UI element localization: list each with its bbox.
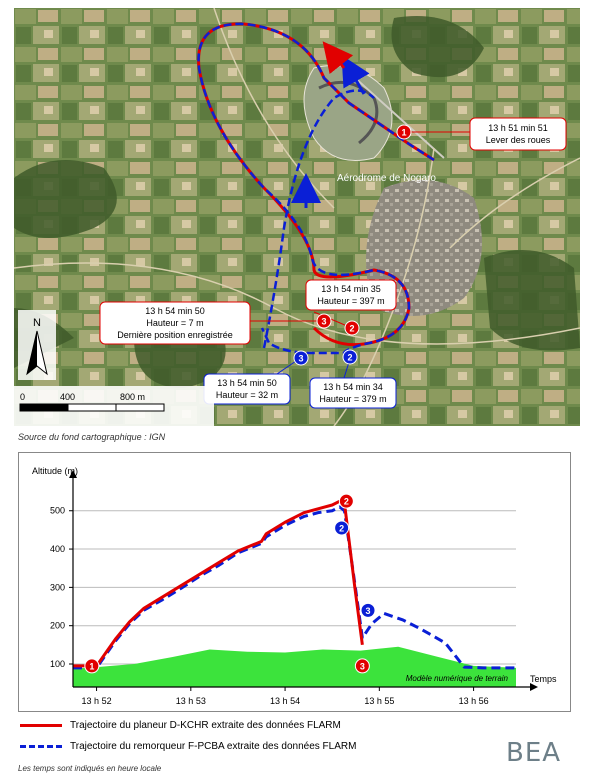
altitude-chart: Modèle numérique de terrain 100 200 300 400… xyxy=(18,452,571,712)
aerodrome-label: Aérodrome de Nogaro xyxy=(337,173,436,184)
scale-label-400: 400 xyxy=(60,392,75,402)
chart-marker-blue-3-label: 3 xyxy=(366,606,371,616)
legend-glider: Trajectoire du planeur D-KCHR extraite d… xyxy=(20,720,341,731)
scale-bar: 0 400 800 m xyxy=(14,386,214,426)
map-marker-red-1: 1 xyxy=(396,124,412,140)
chart-marker-red-1-label: 1 xyxy=(89,661,94,671)
bea-logo: BEA xyxy=(506,738,562,768)
legend-glider-label: Trajectoire du planeur D-KCHR extraite d… xyxy=(70,720,341,731)
y-tick-label: 500 xyxy=(50,506,65,516)
callout-blue-3-height: Hauteur = 32 m xyxy=(216,390,278,400)
callout-blue-2: 13 h 54 min 34 Hauteur = 379 m xyxy=(309,377,397,409)
legend-tow-label: Trajectoire du remorqueur F-PCBA extrait… xyxy=(70,741,357,752)
x-axis-label: Temps xyxy=(530,674,557,684)
series-glider-line xyxy=(73,499,364,668)
map-svg: 1 2 3 2 3 Aérodrome de Nogaro 13 h 51 mi… xyxy=(14,8,580,426)
tow-departure-track xyxy=(262,89,375,349)
terrain-area xyxy=(73,646,516,687)
y-axis-arrow-icon xyxy=(69,470,77,478)
chart-marker-red-2-label: 2 xyxy=(344,497,349,507)
chart-axes xyxy=(69,470,538,691)
north-label: N xyxy=(33,317,41,329)
chart-marker-red-3-label: 3 xyxy=(360,661,365,671)
chart-marker-blue-2-label: 2 xyxy=(339,523,344,533)
y-axis-label: Altitude (m) xyxy=(32,466,78,476)
callout-blue-2-time: 13 h 54 min 34 xyxy=(323,382,383,392)
map-marker-red-2: 2 xyxy=(344,320,360,336)
y-tick-label: 200 xyxy=(50,621,65,631)
chart-series xyxy=(73,499,516,670)
map-marker-blue-3-label: 3 xyxy=(298,354,303,364)
map-marker-blue-3: 3 xyxy=(293,350,309,366)
x-tick-label: 13 h 56 xyxy=(459,696,489,706)
north-arrow-icon: N xyxy=(18,310,56,380)
map-marker-red-1-label: 1 xyxy=(401,128,406,138)
terrain-label: Modèle numérique de terrain xyxy=(406,674,509,683)
chart-ticks: 100 200 300 400 500 13 h 52 13 h 53 13 h 54 13 h… xyxy=(50,506,489,706)
chart-svg: Modèle numérique de terrain 100 200 300 400… xyxy=(18,452,571,712)
map-marker-blue-2: 2 xyxy=(342,349,358,365)
scale-label-800: 800 m xyxy=(120,392,145,402)
callout-red-1-event: Lever des roues xyxy=(486,135,551,145)
callout-red-2-height: Hauteur = 397 m xyxy=(317,296,384,306)
map-marker-blue-2-label: 2 xyxy=(347,353,352,363)
x-tick-label: 13 h 53 xyxy=(176,696,206,706)
aerial-map: 1 2 3 2 3 Aérodrome de Nogaro 13 h 51 mi… xyxy=(14,8,580,426)
callout-red-1-time: 13 h 51 min 51 xyxy=(488,123,548,133)
callout-blue-3-time: 13 h 54 min 50 xyxy=(217,378,277,388)
legend-tow-swatch xyxy=(20,745,62,748)
callout-red-2-time: 13 h 54 min 35 xyxy=(321,284,381,294)
x-tick-label: 13 h 52 xyxy=(82,696,112,706)
callout-red-1: 13 h 51 min 51 Lever des roues xyxy=(469,117,567,151)
footnote: Les temps sont indiqués en heure locale xyxy=(18,764,162,773)
x-axis-arrow-icon xyxy=(530,683,538,691)
callout-blue-2-height: Hauteur = 379 m xyxy=(319,394,386,404)
legend-glider-swatch xyxy=(20,724,62,727)
chart-marker-red-3: 3 xyxy=(354,658,370,674)
callout-red-3-note: Dernière position enregistrée xyxy=(117,330,233,340)
callout-red-3-time: 13 h 54 min 50 xyxy=(145,306,205,316)
scale-label-0: 0 xyxy=(20,392,25,402)
callout-red-3: 13 h 54 min 50 Hauteur = 7 m Dernière po… xyxy=(99,301,251,345)
y-tick-label: 300 xyxy=(50,582,65,592)
callout-red-3-height: Hauteur = 7 m xyxy=(146,318,203,328)
chart-marker-red-1: 1 xyxy=(84,658,100,674)
y-tick-label: 400 xyxy=(50,544,65,554)
chart-marker-blue-2: 2 xyxy=(334,520,350,536)
y-tick-label: 100 xyxy=(50,659,65,669)
map-marker-red-2-label: 2 xyxy=(349,324,354,334)
glider-direction-arrow xyxy=(322,41,354,75)
callout-blue-3: 13 h 54 min 50 Hauteur = 32 m xyxy=(203,373,291,405)
x-tick-label: 13 h 55 xyxy=(364,696,394,706)
map-marker-red-3: 3 xyxy=(316,313,332,329)
chart-marker-blue-3: 3 xyxy=(360,602,376,618)
chart-markers: 1 2 3 2 3 xyxy=(84,493,376,674)
map-marker-red-3-label: 3 xyxy=(321,317,326,327)
x-tick-label: 13 h 54 xyxy=(270,696,300,706)
callout-red-2: 13 h 54 min 35 Hauteur = 397 m xyxy=(305,279,397,311)
map-source-note: Source du fond cartographique : IGN xyxy=(18,432,166,442)
legend-tow: Trajectoire du remorqueur F-PCBA extrait… xyxy=(20,741,356,752)
chart-marker-red-2: 2 xyxy=(338,493,354,509)
